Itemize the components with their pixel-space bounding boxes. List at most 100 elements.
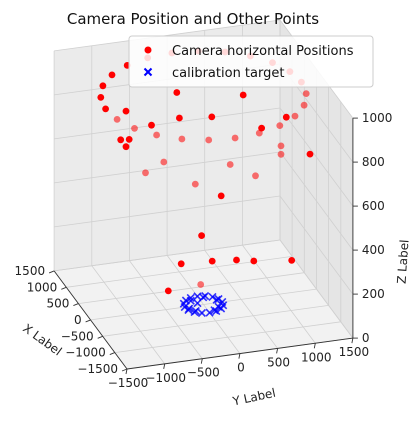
calibration-target-point <box>205 308 214 317</box>
grid-line-floor-y <box>204 250 278 349</box>
grid-line-back-z <box>54 239 281 272</box>
y-axis-label: Y Label <box>230 386 276 409</box>
y-tick-label: 1500 <box>339 345 370 359</box>
x-tick-label: −1500 <box>77 362 118 376</box>
y-tick-mark <box>200 358 203 364</box>
camera-position-point <box>208 257 216 265</box>
camera-position-point <box>233 256 240 264</box>
camera-position-point <box>306 150 314 158</box>
calibration-x-stroke <box>193 292 202 301</box>
camera-position-point <box>291 112 299 120</box>
grid-line-back-z <box>54 19 281 52</box>
camera-position-point <box>217 192 225 200</box>
calibration-x-stroke <box>212 295 221 304</box>
calibration-x-stroke <box>191 306 200 316</box>
y-tick-mark <box>276 348 279 354</box>
camera-position-point <box>198 232 206 240</box>
axis-edges <box>48 117 358 375</box>
z-tick-label: 0 <box>362 331 370 345</box>
calibration-target-point <box>214 294 223 304</box>
legend-label-calibration: calibration target <box>172 66 284 81</box>
x-tick-label: 0 <box>74 313 82 327</box>
x-tick-mark <box>97 335 103 339</box>
camera-position-point <box>148 121 155 129</box>
y-tick-label: −1500 <box>108 376 149 390</box>
camera-position-point <box>122 143 130 151</box>
z-tick-label: 200 <box>362 287 385 301</box>
x-tick-mark <box>61 286 67 290</box>
y-tick-label: −1000 <box>145 371 186 385</box>
calibration-x-stroke <box>181 296 190 305</box>
grid-line-back-z <box>54 107 281 140</box>
calibration-target-point <box>186 293 195 302</box>
z-tick-label: 400 <box>362 243 385 257</box>
y-tick-label: −500 <box>187 366 220 380</box>
y-tick-label: 1000 <box>301 350 332 364</box>
camera-position-point <box>276 122 284 129</box>
camera-position-point <box>173 89 181 96</box>
y-tick-mark <box>313 343 316 349</box>
x-tick-mark <box>85 319 91 323</box>
legend: Camera horizontal Positions calibration … <box>128 35 374 88</box>
camera-position-point <box>178 135 186 143</box>
calibration-target-point <box>212 295 221 304</box>
calibration-x-stroke <box>185 304 194 313</box>
camera-position-point <box>205 136 213 144</box>
camera-position-point <box>125 136 133 143</box>
camera-position-point <box>288 257 296 264</box>
calibration-x-stroke <box>205 308 214 317</box>
camera-position-point <box>164 287 172 295</box>
camera-position-point <box>282 113 290 121</box>
camera-position-point <box>99 82 107 90</box>
camera-position-point <box>131 124 138 132</box>
grid-line-back-z <box>54 151 281 184</box>
camera-position-point <box>302 90 310 97</box>
camera-position-point <box>300 101 308 109</box>
x-tick-label: 1000 <box>27 280 58 294</box>
camera-position-point <box>177 260 185 268</box>
camera-position-point <box>160 158 168 166</box>
legend-marker-calibration <box>143 67 153 77</box>
y-tick-mark <box>163 363 166 369</box>
camera-position-point <box>122 107 130 115</box>
calibration-target-point <box>197 308 206 318</box>
camera-position-point <box>208 113 216 121</box>
camera-position-point <box>277 150 285 158</box>
legend-box <box>128 35 374 88</box>
z-axis-label: Z Label <box>394 239 411 284</box>
camera-position-point <box>117 136 125 144</box>
calibration-x-stroke <box>180 303 189 312</box>
camera-position-point <box>226 161 234 168</box>
x-tick-label: −1000 <box>65 346 106 360</box>
calibration-target-point <box>191 306 200 316</box>
camera-position-point <box>252 172 259 180</box>
camera-position-point <box>108 71 116 79</box>
legend-marker-camera <box>144 46 152 54</box>
x-tick-label: −500 <box>61 329 94 343</box>
camera-position-point <box>191 180 199 188</box>
grid-line-side-z <box>279 195 354 295</box>
camera-position-point <box>197 281 205 288</box>
camera-position-point <box>277 142 285 150</box>
z-tick-label: 800 <box>362 155 385 169</box>
camera-position-point <box>97 94 105 101</box>
data-points <box>97 47 314 318</box>
y-tick-mark <box>125 368 128 375</box>
grid-line-side-z <box>279 107 354 207</box>
camera-position-point <box>231 134 239 142</box>
camera-position-point <box>102 105 109 113</box>
calibration-x-stroke <box>208 292 217 301</box>
camera-position-point <box>176 114 183 122</box>
x-tick-mark <box>73 303 79 307</box>
calibration-target-point <box>181 296 190 305</box>
grid-line-floor-y <box>166 255 241 354</box>
camera-position-point <box>153 131 161 139</box>
camera-position-point <box>113 116 121 123</box>
x-tick-label: 500 <box>46 297 69 311</box>
camera-position-point <box>142 169 149 177</box>
grid-line-floor-y <box>129 260 203 359</box>
calibration-x-stroke <box>219 301 228 310</box>
calibration-x-stroke <box>214 294 223 304</box>
z-tick-label: 1000 <box>362 111 393 125</box>
